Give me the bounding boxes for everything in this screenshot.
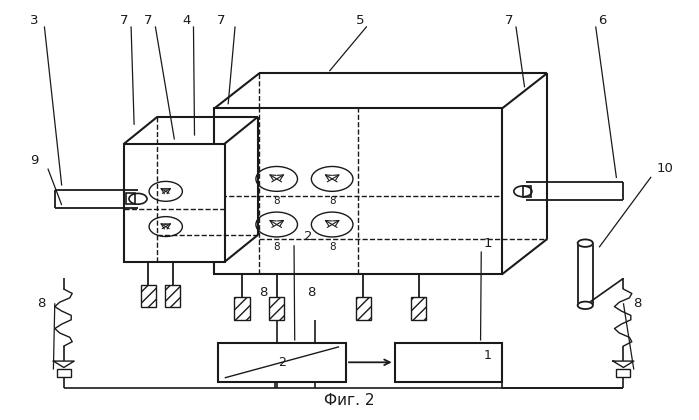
Text: 3: 3 bbox=[30, 14, 38, 27]
Text: 5: 5 bbox=[356, 14, 364, 27]
Text: 8: 8 bbox=[259, 286, 267, 299]
Bar bbox=[234, 297, 250, 320]
Text: 8: 8 bbox=[273, 242, 280, 252]
Text: 1: 1 bbox=[484, 349, 491, 362]
Bar bbox=[140, 285, 156, 307]
Text: 10: 10 bbox=[656, 162, 673, 175]
Bar bbox=[215, 108, 502, 274]
Bar bbox=[127, 194, 134, 204]
Bar bbox=[124, 144, 224, 262]
Bar bbox=[165, 285, 180, 307]
Text: 8: 8 bbox=[307, 286, 315, 299]
Text: 8: 8 bbox=[633, 297, 642, 310]
Bar bbox=[411, 297, 426, 320]
Bar bbox=[269, 297, 284, 320]
Text: 6: 6 bbox=[598, 14, 607, 27]
Bar bbox=[394, 343, 502, 382]
Text: 7: 7 bbox=[120, 14, 129, 27]
Text: 8: 8 bbox=[37, 297, 45, 310]
Ellipse shape bbox=[577, 302, 593, 309]
Bar bbox=[218, 343, 346, 382]
Ellipse shape bbox=[577, 239, 593, 247]
Text: 2: 2 bbox=[303, 231, 312, 244]
Text: Фиг. 2: Фиг. 2 bbox=[324, 393, 375, 408]
Text: 7: 7 bbox=[217, 14, 226, 27]
Text: 7: 7 bbox=[144, 14, 152, 27]
Bar bbox=[523, 186, 531, 197]
Bar bbox=[57, 369, 71, 377]
Text: 8: 8 bbox=[273, 196, 280, 206]
Text: 4: 4 bbox=[182, 14, 191, 27]
Bar bbox=[617, 369, 630, 377]
Text: 8: 8 bbox=[329, 196, 336, 206]
Text: 9: 9 bbox=[30, 154, 38, 167]
Text: 7: 7 bbox=[505, 14, 513, 27]
Text: 8: 8 bbox=[329, 242, 336, 252]
Bar bbox=[356, 297, 371, 320]
Text: 2: 2 bbox=[278, 356, 286, 369]
Text: 1: 1 bbox=[484, 236, 492, 249]
